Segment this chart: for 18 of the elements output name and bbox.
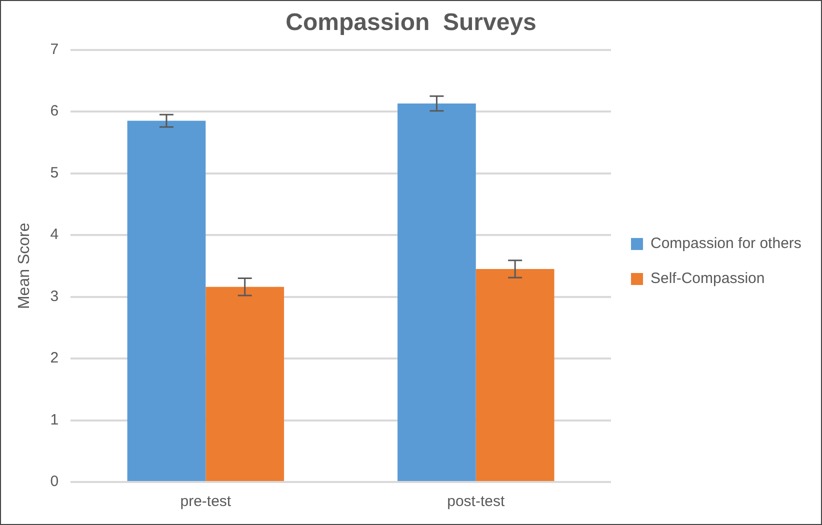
- x-tick-label: post-test: [447, 493, 506, 510]
- y-tick-label: 0: [50, 473, 59, 490]
- bar: [398, 104, 476, 481]
- bar: [206, 286, 284, 481]
- y-axis-title: Mean Score: [16, 222, 34, 310]
- legend-label: Compassion for others: [650, 235, 802, 252]
- y-tick-label: 7: [50, 40, 59, 58]
- y-tick-label: 3: [50, 288, 59, 305]
- y-tick-label: 6: [50, 102, 59, 120]
- x-tick-label: pre-test: [180, 493, 232, 510]
- y-tick-label: 1: [50, 411, 59, 428]
- legend-label: Self-Compassion: [650, 270, 765, 288]
- bar: [476, 268, 554, 481]
- y-tick-label: 2: [50, 350, 59, 367]
- y-tick-label: 5: [50, 164, 59, 182]
- y-tick-label: 4: [50, 226, 59, 244]
- bar: [127, 120, 206, 481]
- chart-title: Compassion Surveys: [286, 9, 536, 36]
